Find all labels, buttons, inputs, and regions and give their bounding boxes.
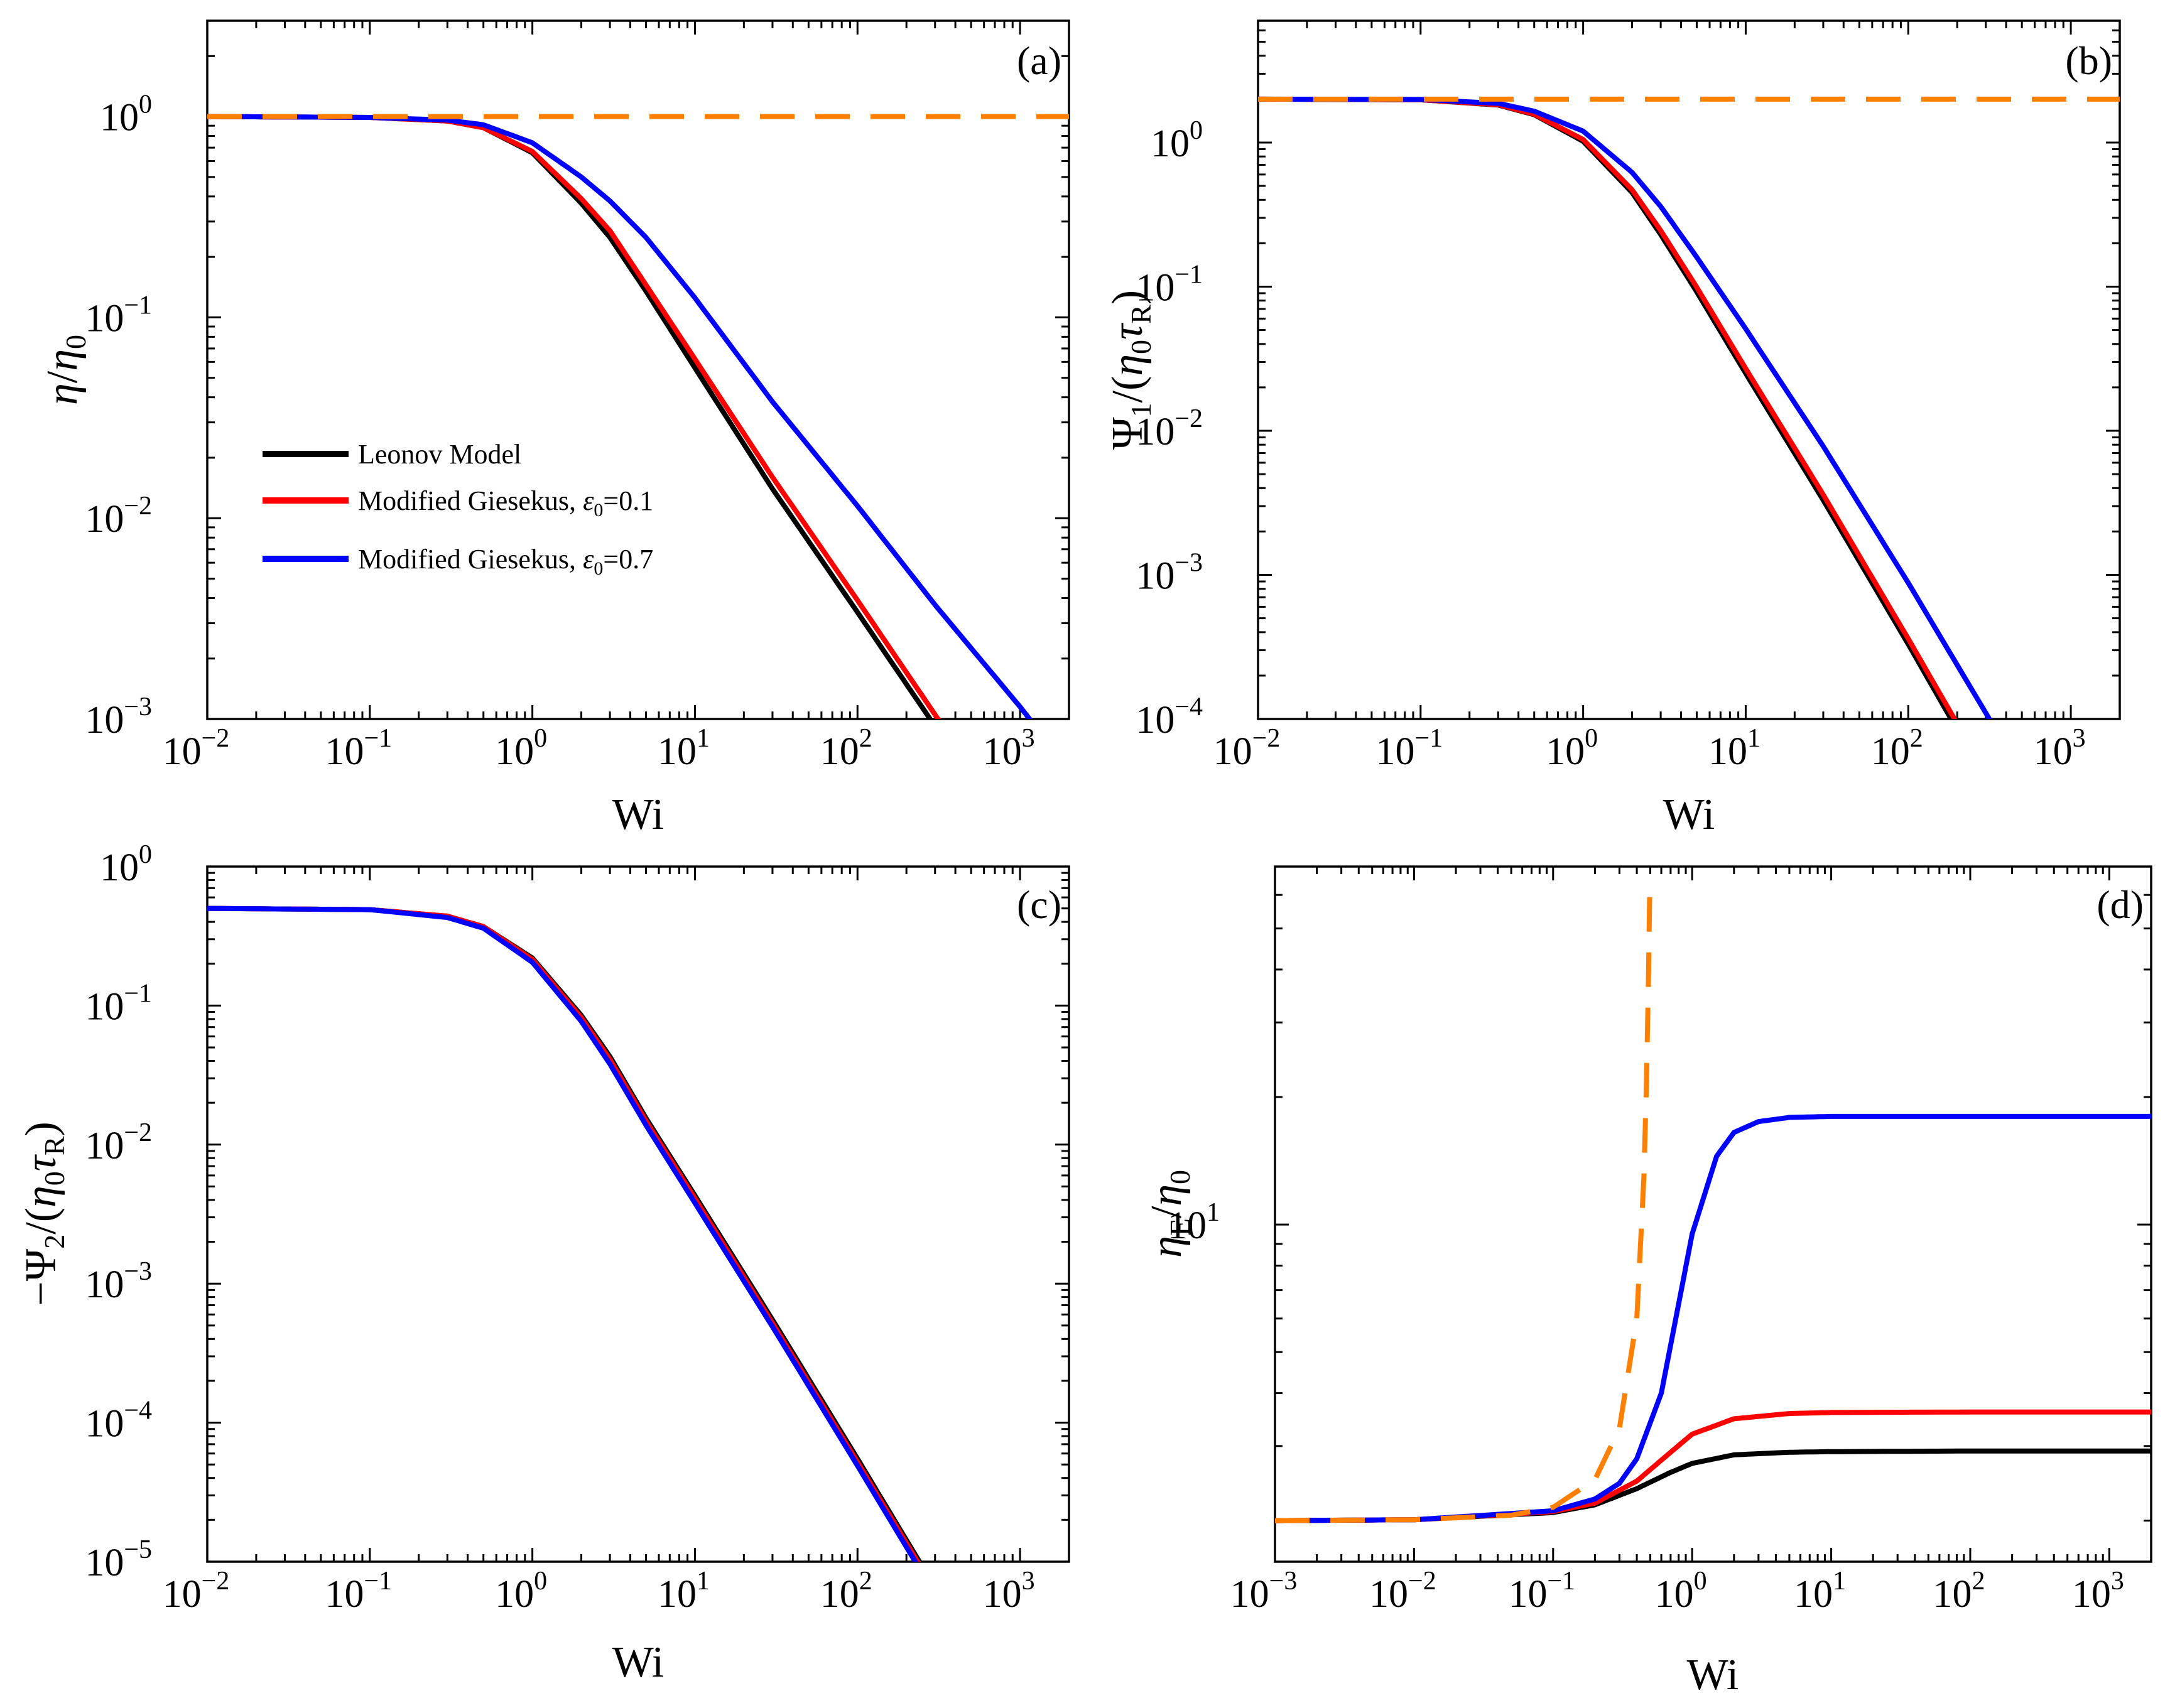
x-tick-label: 100	[495, 1567, 547, 1616]
panel-b-frame	[1257, 19, 2121, 720]
x-tick-label: 102	[820, 1567, 872, 1616]
x-tick-label: 100	[1546, 724, 1598, 773]
panel-d-xlabel: Wi	[1687, 1651, 1739, 1699]
panel-c-tick-labels: 10−2 10−1 100 101 102 103 10−5 10−4 10−3 10−2 10−1…	[85, 840, 1034, 1616]
panel-b-tag: (b)	[2065, 38, 2112, 83]
panel-d-ylabel: ηE/η0	[1142, 1170, 1196, 1258]
y-tick-label: 10−2	[85, 492, 152, 541]
y-tick-label: 10−1	[85, 291, 152, 340]
x-tick-label: 102	[1871, 724, 1923, 773]
panel-d-ticks	[1274, 865, 2152, 1562]
x-tick-label: 100	[495, 724, 547, 773]
y-tick-label: 10−4	[85, 1397, 152, 1446]
legend-label-giesekus-07: Modified Giesekus, ε0=0.7	[358, 544, 653, 579]
y-tick-label: 10−3	[1136, 548, 1203, 597]
y-tick-label: 100	[1151, 116, 1203, 165]
x-tick-label: 101	[658, 724, 710, 773]
x-tick-label: 10−3	[1230, 1567, 1298, 1616]
panel-d-tag: (d)	[2097, 882, 2144, 927]
series-line-modified-giesekus-0-0-1	[1275, 1409, 2151, 1523]
series-line-modified-giesekus-0-0-7	[207, 905, 918, 1562]
x-tick-label: 10−2	[1213, 724, 1281, 773]
x-tick-label: 102	[1933, 1567, 1985, 1616]
panel-b-ylabel: Ψ1/(η0τR)	[1104, 290, 1157, 450]
series-line-modified-giesekus-0-0-7	[207, 114, 1033, 719]
y-tick-label: 100	[100, 90, 152, 139]
panel-b-xlabel: Wi	[1663, 791, 1715, 839]
legend-label-giesekus-01: Modified Giesekus, ε0=0.1	[358, 485, 653, 521]
y-tick-label: 10−2	[1136, 404, 1203, 453]
x-tick-label: 103	[2072, 1567, 2124, 1616]
panel-b-first-normal-stress: 10−2 10−1 100 101 102 10310−410−310−210−1100 …	[1104, 19, 2121, 839]
panel-d-series	[1275, 895, 2151, 1523]
y-tick-label: 10−1	[85, 979, 152, 1028]
x-tick-label: 101	[1708, 724, 1760, 773]
series-line-leonov-model	[1275, 1448, 2151, 1523]
panel-c-ylabel: −Ψ2/(η0τR)	[17, 1122, 70, 1306]
panel-a-ylabel: η/η0	[38, 335, 92, 405]
x-tick-label: 10−2	[1369, 1567, 1436, 1616]
panel-b-series	[1258, 96, 2120, 719]
panel-b-ticks	[1257, 19, 2121, 720]
x-tick-label: 103	[983, 1567, 1035, 1616]
panel-a-tag: (a)	[1017, 38, 1061, 83]
y-tick-label: 10−3	[85, 693, 152, 742]
y-tick-label: 101	[1168, 1198, 1220, 1247]
legend: Leonov Model Modified Giesekus, ε0=0.1 M…	[263, 439, 653, 579]
panel-a-frame	[206, 19, 1070, 720]
panel-a-xlabel: Wi	[612, 791, 665, 839]
y-tick-label: 100	[100, 840, 152, 889]
y-tick-label: 10−2	[85, 1118, 152, 1167]
panel-b-tick-labels: 10−2 10−1 100 101 102 103 10−4 10−3 10−2 10−1 100	[1136, 116, 2085, 773]
x-tick-label: 102	[820, 724, 872, 773]
panel-a-ticks	[206, 19, 1070, 720]
x-tick-label: 100	[1655, 1567, 1707, 1616]
x-tick-label: 101	[658, 1567, 710, 1616]
legend-label-leonov: Leonov Model	[358, 439, 521, 470]
x-tick-label: 10−1	[1508, 1567, 1575, 1616]
panel-c-second-normal-stress: 10−2 10−1 100 101 102 103 10−5 10−4 10−3 10−2 10−1…	[17, 840, 1070, 1687]
y-tick-label: 10−4	[1136, 693, 1203, 742]
x-tick-label: 103	[983, 724, 1035, 773]
x-tick-label: 103	[2034, 724, 2086, 773]
series-line-modified-giesekus-0-0-7	[1275, 1113, 2151, 1523]
panel-d-extensional-viscosity: 10−3 10−2 10−1 100 101 102 103 101 (d) Wi ηE/η0	[1142, 865, 2152, 1699]
y-tick-label: 10−1	[1136, 260, 1203, 309]
x-tick-label: 10−1	[1375, 724, 1443, 773]
panel-d-frame	[1274, 865, 2152, 1563]
panel-c-tag: (c)	[1017, 882, 1061, 927]
panel-c-xlabel: Wi	[612, 1638, 665, 1687]
x-tick-label: 10−1	[325, 724, 392, 773]
panel-c-series	[207, 905, 923, 1562]
series-line-dashed-reference	[1275, 895, 1652, 1523]
panel-c-frame	[206, 865, 1070, 1563]
x-tick-label: 10−1	[325, 1567, 392, 1616]
y-tick-label: 10−5	[85, 1535, 152, 1584]
x-tick-label: 101	[1794, 1567, 1846, 1616]
y-tick-label: 10−3	[85, 1257, 152, 1306]
panel-c-ticks	[206, 865, 1070, 1563]
x-tick-label: 10−2	[163, 1567, 230, 1616]
panel-d-tick-labels: 10−3 10−2 10−1 100 101 102 103 101	[1168, 1198, 2124, 1616]
x-tick-label: 10−2	[163, 724, 230, 773]
panel-a-series	[207, 114, 1069, 719]
series-line-modified-giesekus-0-0-7	[1258, 96, 1993, 719]
